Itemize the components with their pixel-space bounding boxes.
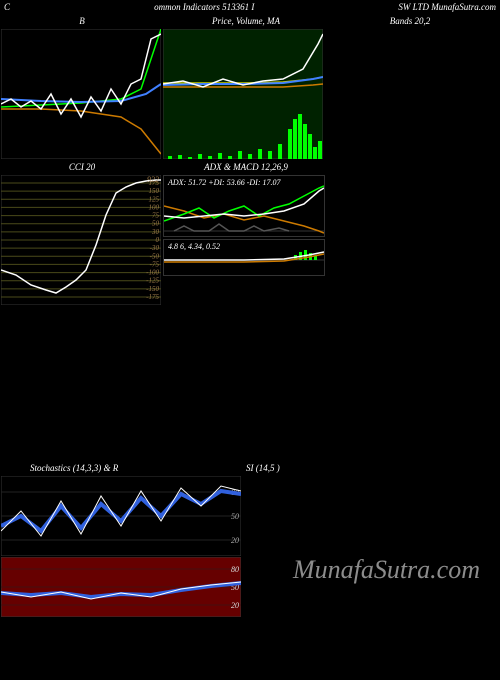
title-b: B [0, 14, 164, 28]
title-rsi: SI (14,5 ) [244, 461, 488, 475]
title-cci: CCI 20 [0, 160, 164, 174]
chart-cci: 1751501251007550300-30-50-75-100-125-150… [1, 175, 161, 305]
svg-text:20: 20 [231, 601, 239, 610]
macd-values-label: 4.8 6, 4.34, 0.52 [168, 242, 220, 251]
chart-price [163, 29, 323, 159]
row3-charts: 805020 805020 [0, 476, 500, 617]
svg-text:125: 125 [149, 195, 160, 203]
header-left: C [4, 2, 10, 12]
spacer [0, 306, 500, 461]
svg-text:-125: -125 [146, 277, 159, 285]
svg-text:100: 100 [149, 203, 160, 211]
row1-titles: B Price, Volume, MA Bands 20,2 [0, 14, 500, 28]
svg-text:150: 150 [149, 187, 160, 195]
header-center: ommon Indicators 513361 I [154, 2, 254, 12]
svg-text:-150: -150 [146, 285, 159, 293]
chart-b [1, 29, 161, 159]
svg-text:30: 30 [151, 228, 160, 236]
title-stoch: Stochastics (14,3,3) & R [0, 461, 244, 475]
title-bands: Bands 20,2 [328, 14, 492, 28]
chart-rsi: 805020 [1, 557, 499, 617]
chart-adx-macd: ADX: 51.72 +DI: 53.66 -DI: 17.07 4.8 6, … [163, 175, 325, 305]
svg-text:50: 50 [152, 220, 160, 228]
svg-text:-75: -75 [150, 260, 160, 268]
title-adx: ADX & MACD 12,26,9 [164, 160, 328, 174]
svg-text:75: 75 [152, 212, 160, 220]
svg-text:-30: -30 [150, 244, 160, 252]
row3-titles: Stochastics (14,3,3) & R SI (14,5 ) [0, 461, 500, 475]
adx-values-label: ADX: 51.72 +DI: 53.66 -DI: 17.07 [168, 178, 281, 187]
row2-titles: CCI 20 ADX & MACD 12,26,9 [0, 160, 500, 174]
page-header: C ommon Indicators 513361 I SW LTD Munaf… [0, 0, 500, 14]
row2-charts: 1751501251007550300-30-50-75-100-125-150… [0, 174, 500, 306]
header-right: SW LTD MunafaSutra.com [398, 2, 496, 12]
title-price: Price, Volume, MA [164, 14, 328, 28]
svg-text:-50: -50 [150, 252, 160, 260]
svg-text:50: 50 [231, 512, 239, 521]
svg-text:0: 0 [156, 236, 160, 244]
svg-text:80: 80 [231, 565, 239, 574]
cci-max-label: 922 [147, 175, 159, 184]
svg-text:-175: -175 [146, 293, 159, 301]
svg-text:-100: -100 [146, 269, 159, 277]
row1-charts [0, 28, 500, 160]
chart-stoch: 805020 [1, 476, 499, 556]
svg-text:20: 20 [231, 536, 239, 545]
